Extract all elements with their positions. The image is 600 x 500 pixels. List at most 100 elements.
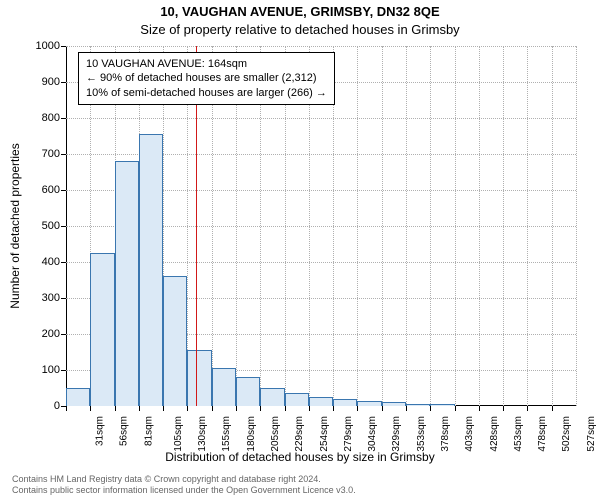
histogram-bar xyxy=(163,276,187,406)
xtick-label: 403sqm xyxy=(464,416,475,452)
xtick-mark xyxy=(552,406,553,411)
histogram-bar xyxy=(357,401,381,406)
histogram-bar xyxy=(66,388,90,406)
histogram-bar xyxy=(187,350,211,406)
callout-line2: ← 90% of detached houses are smaller (2,… xyxy=(86,71,327,85)
footer-line1: Contains HM Land Registry data © Crown c… xyxy=(12,474,356,485)
ytick-mark xyxy=(61,370,66,371)
ytick-mark xyxy=(61,82,66,83)
xtick-mark xyxy=(187,406,188,411)
ytick-label: 900 xyxy=(24,76,60,88)
histogram-bar xyxy=(139,134,163,406)
callout-line1: 10 VAUGHAN AVENUE: 164sqm xyxy=(86,57,327,71)
ytick-mark xyxy=(61,154,66,155)
xtick-label: 279sqm xyxy=(343,416,354,452)
grid-line-v xyxy=(503,46,504,406)
xtick-label: 130sqm xyxy=(197,416,208,452)
ytick-mark xyxy=(61,118,66,119)
ytick-label: 500 xyxy=(24,220,60,232)
ytick-label: 200 xyxy=(24,328,60,340)
title-sub: Size of property relative to detached ho… xyxy=(0,22,600,37)
xtick-label: 353sqm xyxy=(416,416,427,452)
grid-line-v xyxy=(576,46,577,406)
xtick-mark xyxy=(479,406,480,411)
histogram-bar xyxy=(115,161,139,406)
histogram-bar xyxy=(285,393,309,406)
ytick-label: 0 xyxy=(24,400,60,412)
xtick-label: 229sqm xyxy=(294,416,305,452)
xtick-label: 378sqm xyxy=(440,416,451,452)
histogram-bar xyxy=(309,397,333,406)
grid-line-v xyxy=(357,46,358,406)
histogram-bar xyxy=(212,368,236,406)
histogram-bar xyxy=(333,399,357,406)
ytick-label: 1000 xyxy=(24,40,60,52)
xtick-label: 105sqm xyxy=(173,416,184,452)
y-axis-title: Number of detached properties xyxy=(8,143,22,308)
xtick-mark xyxy=(333,406,334,411)
xtick-mark xyxy=(66,406,67,411)
xtick-label: 205sqm xyxy=(270,416,281,452)
callout-box: 10 VAUGHAN AVENUE: 164sqm← 90% of detach… xyxy=(78,52,335,105)
xtick-mark xyxy=(357,406,358,411)
xtick-mark xyxy=(163,406,164,411)
callout-line3: 10% of semi-detached houses are larger (… xyxy=(86,86,327,100)
xtick-label: 527sqm xyxy=(586,416,597,452)
ytick-label: 400 xyxy=(24,256,60,268)
grid-line-v xyxy=(527,46,528,406)
xtick-mark xyxy=(527,406,528,411)
xtick-label: 81sqm xyxy=(143,416,154,446)
xtick-mark xyxy=(236,406,237,411)
xtick-label: 453sqm xyxy=(513,416,524,452)
ytick-label: 700 xyxy=(24,148,60,160)
chart-area: 10 VAUGHAN AVENUE: 164sqm← 90% of detach… xyxy=(66,46,576,406)
xtick-mark xyxy=(503,406,504,411)
xtick-mark xyxy=(382,406,383,411)
xtick-label: 180sqm xyxy=(246,416,257,452)
xtick-mark xyxy=(309,406,310,411)
grid-line-v xyxy=(382,46,383,406)
ytick-mark xyxy=(61,262,66,263)
histogram-bar xyxy=(260,388,284,406)
histogram-bar xyxy=(382,402,406,406)
xtick-mark xyxy=(212,406,213,411)
grid-line-v xyxy=(455,46,456,406)
xtick-label: 56sqm xyxy=(119,416,130,446)
ytick-label: 100 xyxy=(24,364,60,376)
x-axis-title: Distribution of detached houses by size … xyxy=(0,450,600,464)
grid-line-v xyxy=(406,46,407,406)
ytick-label: 300 xyxy=(24,292,60,304)
xtick-mark xyxy=(139,406,140,411)
xtick-mark xyxy=(430,406,431,411)
title-main: 10, VAUGHAN AVENUE, GRIMSBY, DN32 8QE xyxy=(0,4,600,19)
xtick-mark xyxy=(260,406,261,411)
grid-line-h xyxy=(66,46,576,47)
xtick-label: 478sqm xyxy=(537,416,548,452)
xtick-label: 254sqm xyxy=(319,416,330,452)
grid-line-h xyxy=(66,118,576,119)
xtick-mark xyxy=(285,406,286,411)
xtick-label: 329sqm xyxy=(392,416,403,452)
grid-line-v xyxy=(430,46,431,406)
footer: Contains HM Land Registry data © Crown c… xyxy=(12,474,356,496)
histogram-bar xyxy=(406,404,430,406)
histogram-bar xyxy=(90,253,114,406)
ytick-label: 800 xyxy=(24,112,60,124)
xtick-mark xyxy=(406,406,407,411)
ytick-mark xyxy=(61,298,66,299)
ytick-mark xyxy=(61,190,66,191)
xtick-mark xyxy=(455,406,456,411)
xtick-label: 502sqm xyxy=(562,416,573,452)
histogram-bar xyxy=(236,377,260,406)
figure: 10, VAUGHAN AVENUE, GRIMSBY, DN32 8QE Si… xyxy=(0,0,600,500)
xtick-mark xyxy=(115,406,116,411)
grid-line-v xyxy=(552,46,553,406)
ytick-mark xyxy=(61,46,66,47)
footer-line2: Contains public sector information licen… xyxy=(12,485,356,496)
xtick-label: 155sqm xyxy=(222,416,233,452)
xtick-label: 428sqm xyxy=(489,416,500,452)
ytick-mark xyxy=(61,334,66,335)
histogram-bar xyxy=(430,404,454,406)
ytick-label: 600 xyxy=(24,184,60,196)
grid-line-v xyxy=(479,46,480,406)
